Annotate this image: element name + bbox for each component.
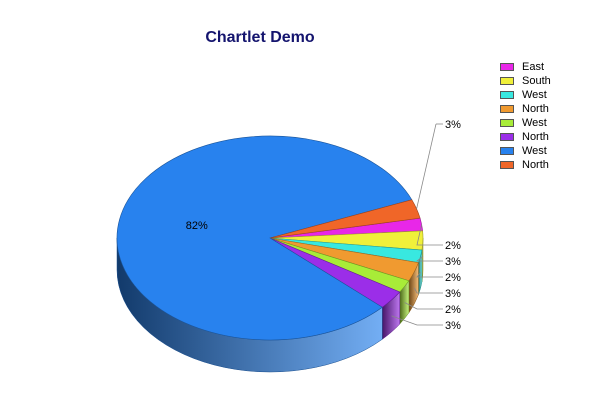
legend-label: North [522, 131, 549, 143]
pie-slice [116, 135, 413, 341]
legend-item: East [500, 60, 551, 74]
pie-slice-label: 3% [445, 320, 461, 332]
legend-label: West [522, 89, 547, 101]
legend-label: West [522, 145, 547, 157]
pie-slice-label: 82% [186, 220, 208, 232]
leader-line [416, 272, 443, 278]
leader-line [404, 302, 443, 310]
legend-swatch [500, 105, 514, 113]
legend: East South West North West North West No… [500, 60, 551, 172]
pie-slice [269, 199, 421, 239]
pie-slice-label: 2% [445, 304, 461, 316]
legend-swatch [500, 63, 514, 71]
leader-line [416, 123, 437, 209]
legend-swatch [500, 147, 514, 155]
legend-swatch [500, 91, 514, 99]
legend-label: North [522, 159, 549, 171]
legend-label: North [522, 103, 549, 115]
pie-top [116, 135, 424, 341]
leader-line [391, 315, 443, 326]
legend-label: South [522, 75, 551, 87]
legend-label: West [522, 117, 547, 129]
pie-slice-label: 2% [445, 240, 461, 252]
legend-item: South [500, 74, 551, 88]
leader-line [416, 224, 443, 246]
legend-label: East [522, 61, 545, 73]
legend-swatch [500, 119, 514, 127]
legend-item: West [500, 116, 551, 130]
legend-item: North [500, 130, 551, 144]
legend-swatch [500, 133, 514, 141]
legend-item: North [500, 102, 551, 116]
legend-swatch [500, 161, 514, 169]
pie-slice-label: 3% [445, 119, 461, 131]
pie-slice-label: 3% [445, 256, 461, 268]
legend-item: West [500, 88, 551, 102]
leader-line [413, 287, 443, 294]
leader-line [415, 256, 443, 262]
legend-item: North [500, 158, 551, 172]
pie-slice-label: 3% [445, 288, 461, 300]
chart-title: Chartlet Demo [205, 29, 315, 46]
pie-slice-label: 2% [445, 272, 461, 284]
legend-swatch [500, 77, 514, 85]
legend-item: West [500, 144, 551, 158]
pie-labels: 2% 3% 2% 3% 2% 3% 82% 3% [186, 119, 461, 332]
